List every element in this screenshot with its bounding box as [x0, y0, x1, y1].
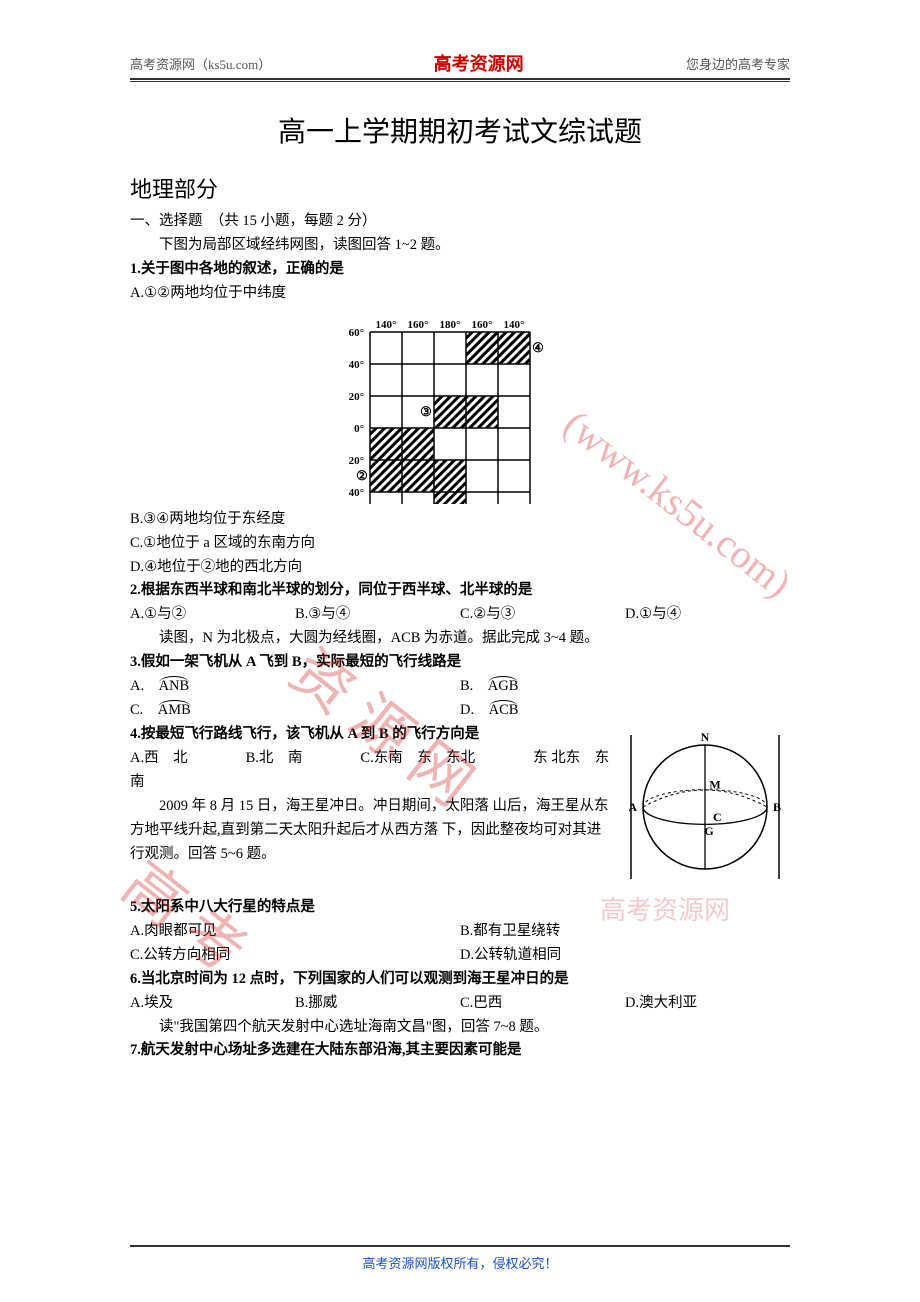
svg-text:N: N: [701, 730, 710, 744]
svg-text:0°: 0°: [354, 423, 364, 435]
svg-text:60°: 60°: [349, 327, 364, 339]
section-instruction: 一、选择题 （共 15 小题，每题 2 分）: [130, 210, 790, 234]
q5-row2: C.公转方向相同 D.公转轨道相同: [130, 944, 790, 968]
q5-optA: A.肉眼都可见: [130, 920, 460, 944]
svg-text:G: G: [704, 824, 713, 838]
page: 高考资源网（ks5u.com） 高考资源网 您身边的高考专家 (www.ks5u…: [0, 0, 920, 1302]
lat-lon-grid-figure: ④③②①140°160°180°160°140°60°40°20°0°20°40…: [310, 314, 610, 504]
q5-optC: C.公转方向相同: [130, 944, 460, 968]
q2-optC: C.②与③: [460, 603, 625, 627]
svg-text:M: M: [709, 777, 720, 791]
svg-text:140°: 140°: [376, 319, 397, 331]
q6-optD: D.澳大利亚: [625, 992, 790, 1016]
q1-optA: A.①②两地均位于中纬度: [130, 282, 790, 306]
intro-1-2: 下图为局部区域经纬网图，读图回答 1~2 题。: [130, 234, 790, 258]
q2-optD: D.①与④: [625, 603, 790, 627]
header-left: 高考资源网（ks5u.com）: [130, 54, 271, 73]
q3-optC: C. AMB: [130, 699, 460, 723]
svg-text:20°: 20°: [349, 455, 364, 467]
intro56-part1: 2009 年 8 月 15 日，海王星冲日。冲日期间，太阳落: [159, 798, 489, 814]
q1-optB: B.③④两地均位于东经度: [130, 508, 790, 532]
exam-body: 一、选择题 （共 15 小题，每题 2 分） 下图为局部区域经纬网图，读图回答 …: [130, 210, 790, 1063]
page-header: 高考资源网（ks5u.com） 高考资源网 您身边的高考专家: [130, 50, 790, 78]
page-footer: 高考资源网版权所有，侵权必究！: [0, 1245, 920, 1272]
q2-optB: B.③与④: [295, 603, 460, 627]
section-geography: 地理部分: [130, 172, 790, 204]
q5-row1: A.肉眼都可见 B.都有卫星绕转: [130, 920, 790, 944]
q5-optB: B.都有卫星绕转: [460, 920, 790, 944]
q5-optD: D.公转轨道相同: [460, 944, 790, 968]
svg-text:C: C: [713, 810, 722, 824]
svg-text:A: A: [628, 800, 637, 814]
q3-optB: B. AGB: [460, 675, 790, 699]
svg-text:③: ③: [420, 404, 432, 419]
q2-optA: A.①与②: [130, 603, 295, 627]
q1-optC: C.①地位于 a 区域的东南方向: [130, 532, 790, 556]
q6-optC: C.巴西: [460, 992, 625, 1016]
header-rule: [130, 78, 790, 82]
svg-text:140°: 140°: [504, 319, 525, 331]
svg-text:160°: 160°: [472, 319, 493, 331]
footer-rule: [130, 1245, 790, 1247]
svg-text:②: ②: [356, 468, 368, 483]
svg-text:40°: 40°: [349, 359, 364, 371]
footer-text: 高考资源网版权所有，侵权必究！: [0, 1253, 920, 1272]
svg-text:180°: 180°: [440, 319, 461, 331]
q3-row2: C. AMB D. ACB: [130, 699, 790, 723]
q2-stem: 2.根据东西半球和南北半球的划分，同位于西半球、北半球的是: [130, 579, 790, 603]
svg-text:B: B: [773, 800, 781, 814]
q6-optA: A.埃及: [130, 992, 295, 1016]
q5-stem: 5.太阳系中八大行星的特点是: [130, 896, 790, 920]
svg-text:20°: 20°: [349, 391, 364, 403]
q3-optD: D. ACB: [460, 699, 790, 723]
q7-stem: 7.航天发射中心场址多选建在大陆东部沿海,其主要因素可能是: [130, 1039, 790, 1063]
q3-stem: 3.假如一架飞机从 A 飞到 B，实际最短的飞行线路是: [130, 651, 790, 675]
svg-text:40°: 40°: [349, 487, 364, 499]
header-center-logo: 高考资源网: [434, 50, 524, 76]
q1-stem: 1.关于图中各地的叙述，正确的是: [130, 258, 790, 282]
intro-3-4: 读图，N 为北极点，大圆为经线圈，ACB 为赤道。据此完成 3~4 题。: [130, 627, 790, 651]
q6-stem: 6.当北京时间为 12 点时，下列国家的人们可以观测到海王星冲日的是: [130, 968, 790, 992]
svg-text:④: ④: [532, 340, 544, 355]
q2-options: A.①与② B.③与④ C.②与③ D.①与④: [130, 603, 790, 627]
q1-optD: D.④地位于②地的西北方向: [130, 556, 790, 580]
q6-optB: B.挪威: [295, 992, 460, 1016]
header-right: 您身边的高考专家: [686, 54, 790, 73]
q3-optA: A. A. ANBANB: [130, 675, 460, 699]
intro-7-8: 读"我国第四个航天发射中心选址海南文昌"图，回答 7~8 题。: [130, 1016, 790, 1040]
q6-options: A.埃及 B.挪威 C.巴西 D.澳大利亚: [130, 992, 790, 1016]
sphere-figure: N M A B CG: [620, 727, 790, 896]
q3-row1: A. A. ANBANB B. AGB: [130, 675, 790, 699]
exam-title: 高一上学期期初考试文综试题: [130, 110, 790, 150]
svg-text:160°: 160°: [408, 319, 429, 331]
